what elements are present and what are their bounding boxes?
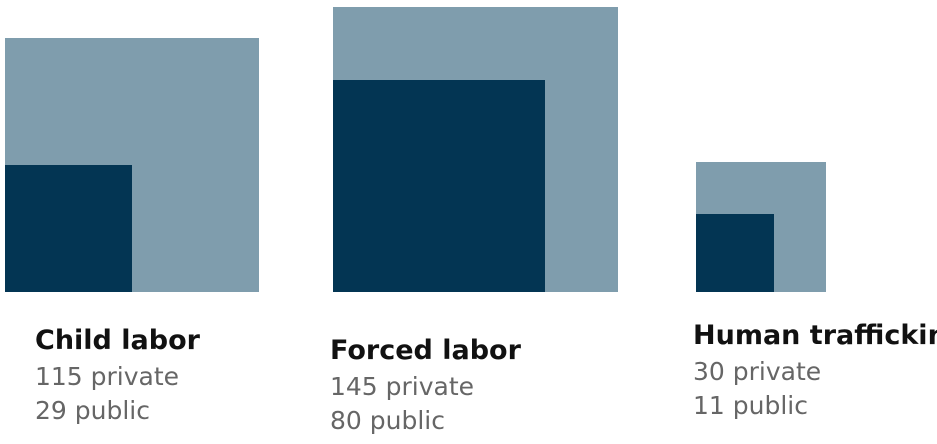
group-private-count-2: 145 private [330, 372, 475, 401]
group-private-count-3: 30 private [693, 357, 822, 386]
square-public-2 [333, 80, 545, 292]
square-public-3 [696, 213, 775, 292]
group-title-2: Forced labor [330, 335, 521, 366]
group-label-2: Forced labor 145 private 80 public [330, 337, 521, 433]
group-title-3: Human trafficking [693, 320, 937, 351]
group-public-count-1: 29 public [35, 396, 150, 425]
group-title-1: Child labor [35, 325, 200, 356]
group-public-count-3: 11 public [693, 391, 808, 420]
group-private-count-1: 115 private [35, 362, 180, 391]
group-label-3: Human trafficking 30 private 11 public [693, 322, 937, 418]
square-public-1 [5, 164, 133, 292]
group-label-1: Child labor 115 private 29 public [35, 327, 200, 423]
group-public-count-2: 80 public [330, 406, 445, 435]
